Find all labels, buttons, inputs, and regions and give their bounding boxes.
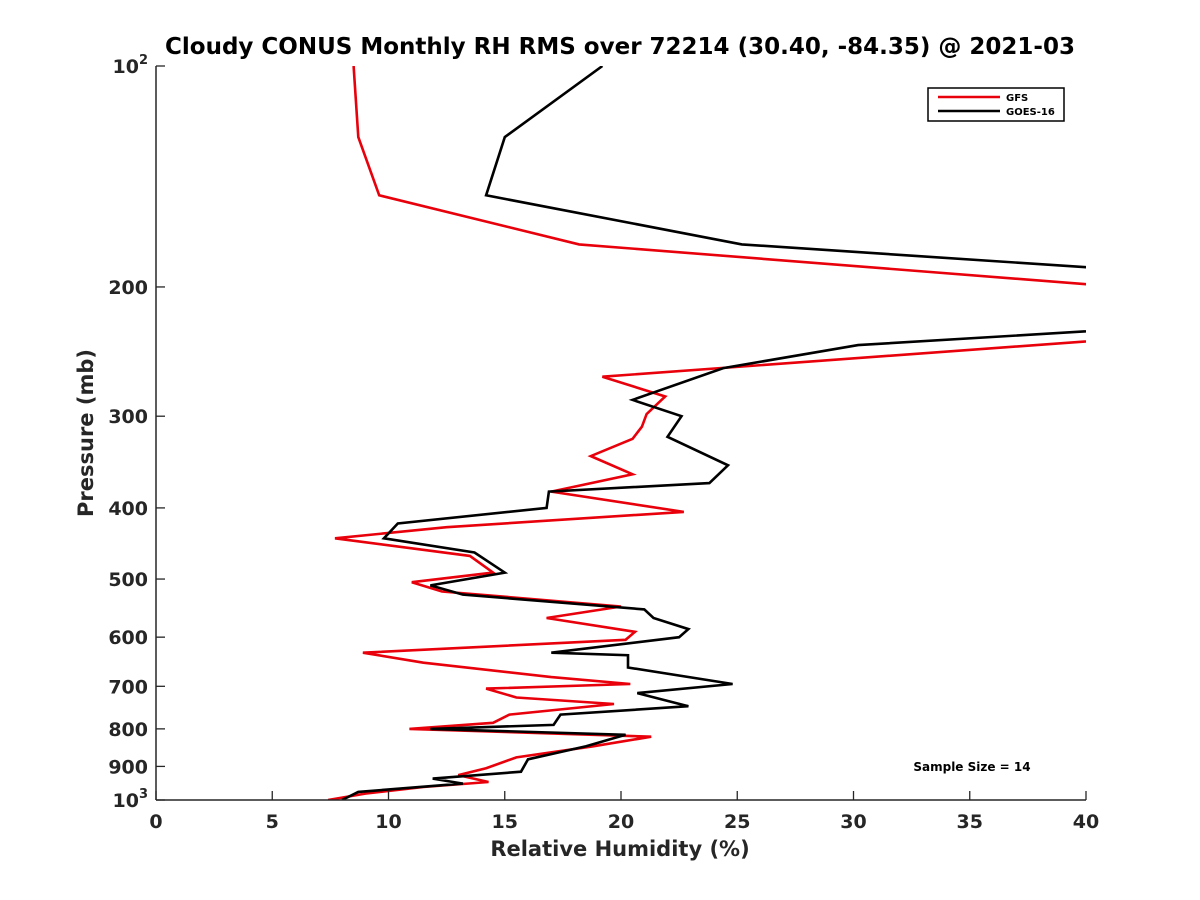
- y-tick-label: 800: [108, 719, 148, 741]
- x-tick-label: 10: [375, 811, 401, 833]
- y-tick-label: 600: [108, 627, 148, 649]
- legend-box: [927, 87, 1065, 122]
- legend-label-gfs: GFS: [1006, 93, 1028, 104]
- x-tick-label: 30: [840, 811, 866, 833]
- y-tick-label: 700: [108, 676, 148, 698]
- x-tick-label: 25: [724, 811, 750, 833]
- y-tick-label: 900: [108, 756, 148, 778]
- axes: 0 5 10 15 20 25 30 35 40 102 200 300 400 500 600 700 800…: [108, 53, 1099, 833]
- x-tick-label: 5: [266, 811, 279, 833]
- x-tick-label: 0: [149, 811, 162, 833]
- legend: GFS GOES-16: [927, 87, 1065, 122]
- series-line-gfs: [327, 66, 1086, 800]
- x-tick-label: 15: [492, 811, 518, 833]
- x-axis-label: Relative Humidity (%): [490, 837, 749, 861]
- x-tick-label: 20: [608, 811, 634, 833]
- series-line-goes16: [341, 66, 1086, 800]
- sample-size-annotation: Sample Size = 14: [913, 760, 1030, 774]
- y-tick-label: 200: [108, 277, 148, 299]
- legend-label-goes16: GOES-16: [1006, 107, 1055, 118]
- y-tick-label: 400: [108, 498, 148, 520]
- chart-title: Cloudy CONUS Monthly RH RMS over 72214 (…: [165, 34, 1075, 60]
- y-tick-label: 103: [113, 787, 149, 812]
- y-axis-label: Pressure (mb): [74, 349, 98, 517]
- series-layer: [327, 66, 1086, 800]
- x-tick-label: 35: [957, 811, 983, 833]
- y-tick-label: 102: [113, 53, 149, 78]
- x-tick-label: 40: [1073, 811, 1099, 833]
- y-tick-label: 500: [108, 569, 148, 591]
- y-tick-label: 300: [108, 406, 148, 428]
